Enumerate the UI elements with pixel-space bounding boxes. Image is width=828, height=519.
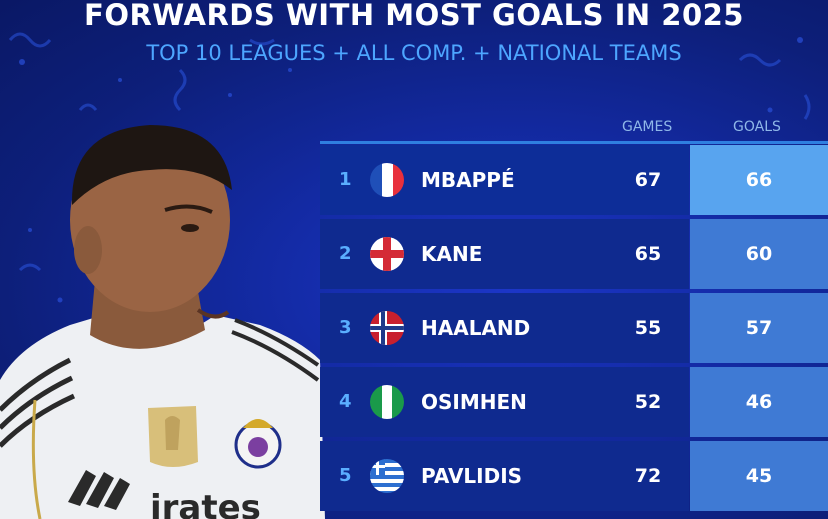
row-main-cell: 2 KANE 65 xyxy=(320,219,689,289)
greece-flag-icon xyxy=(370,459,404,493)
row-main-cell: 5 PAVLIDIS 72 xyxy=(320,441,689,511)
goals-cell: 60 xyxy=(690,219,828,289)
goals-cell: 66 xyxy=(690,145,828,215)
player-name: MBAPPÉ xyxy=(421,168,515,192)
goals-value: 57 xyxy=(745,317,773,339)
games-value: 72 xyxy=(634,465,662,487)
shirt-sponsor-text: irates xyxy=(150,488,261,519)
rank: 2 xyxy=(339,243,352,264)
player-name: PAVLIDIS xyxy=(421,464,523,488)
page-title: FORWARDS WITH MOST GOALS IN 2025 xyxy=(84,0,744,32)
player-name: KANE xyxy=(421,242,483,266)
table-top-border xyxy=(320,141,828,144)
rank: 1 xyxy=(339,169,352,190)
player-name: HAALAND xyxy=(421,316,531,340)
goals-value: 60 xyxy=(745,243,773,265)
games-value: 52 xyxy=(634,391,662,413)
games-value: 55 xyxy=(634,317,662,339)
table-row: 5 PAVLIDIS 72 45 xyxy=(320,441,828,511)
games-value: 65 xyxy=(634,243,662,265)
column-header-goals: GOALS xyxy=(733,119,781,135)
nigeria-flag-icon xyxy=(370,385,404,419)
row-main-cell: 4 OSIMHEN 52 xyxy=(320,367,689,437)
column-header-games: GAMES xyxy=(622,119,673,135)
england-flag-icon xyxy=(370,237,404,271)
rank: 5 xyxy=(339,465,352,486)
rank: 3 xyxy=(339,317,352,338)
goals-cell: 46 xyxy=(690,367,828,437)
page-subtitle: TOP 10 LEAGUES + ALL COMP. + NATIONAL TE… xyxy=(146,41,682,65)
goals-value: 46 xyxy=(745,391,773,413)
player-illustration: irates xyxy=(0,125,325,519)
table-row: 1 MBAPPÉ 67 66 xyxy=(320,145,828,215)
goals-value: 66 xyxy=(745,169,773,191)
norway-flag-icon xyxy=(370,311,404,345)
goals-cell: 57 xyxy=(690,293,828,363)
table-row: 2 KANE 65 60 xyxy=(320,219,828,289)
goals-value: 45 xyxy=(745,465,773,487)
row-main-cell: 1 MBAPPÉ 67 xyxy=(320,145,689,215)
table-row: 4 OSIMHEN 52 46 xyxy=(320,367,828,437)
rank: 4 xyxy=(339,391,352,412)
goals-cell: 45 xyxy=(690,441,828,511)
table-row: 3 HAALAND 55 57 xyxy=(320,293,828,363)
games-value: 67 xyxy=(634,169,662,191)
france-flag-icon xyxy=(370,163,404,197)
player-name: OSIMHEN xyxy=(421,390,527,414)
row-main-cell: 3 HAALAND 55 xyxy=(320,293,689,363)
